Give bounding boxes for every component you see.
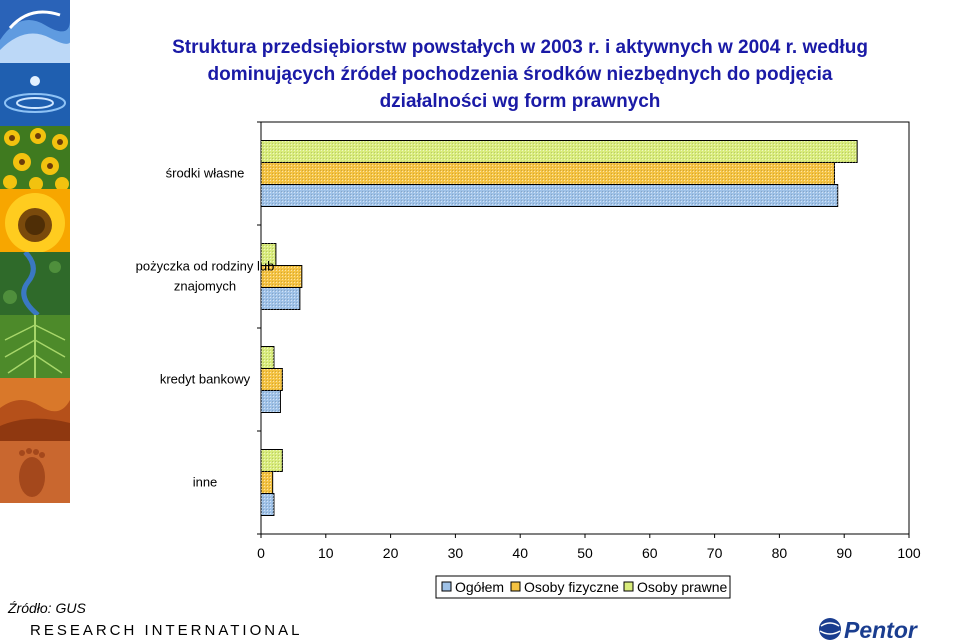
sunflower-image [0,189,70,252]
legend-label-fizyczne: Osoby fizyczne [524,579,619,595]
footprint-sand-image [0,441,70,503]
desert-dunes-image [0,378,70,441]
bar-texture-fizyczne-3 [261,471,273,494]
bar-texture-fizyczne-2 [261,368,283,391]
bar-texture-ogolem-0 [261,184,838,207]
river-aerial-image [0,252,70,315]
category-label-line: pożyczka od rodziny lub [136,259,275,274]
x-tick-label: 10 [318,545,334,561]
category-label: kredyt bankowy [160,372,251,387]
x-tick-label: 30 [448,545,464,561]
research-international-brand: RESEARCH INTERNATIONAL [30,622,303,639]
x-tick-label: 40 [512,545,528,561]
bar-texture-fizyczne-1 [261,265,302,288]
pentor-logo-text: Pentor [844,617,918,642]
bar-texture-prawne-2 [261,346,274,369]
decorative-photo-strip [0,0,70,503]
source-note: Źródło: GUS [8,600,86,616]
bar-texture-prawne-0 [261,140,858,163]
title-line: działalności wg form prawnych [379,91,661,112]
x-tick-label: 0 [257,545,265,561]
legend-swatch-prawne [623,581,634,592]
wave-image [0,0,70,63]
legend-swatch-fizyczne [510,581,521,592]
bar-texture-prawne-1 [261,243,276,266]
category-label: inne [193,475,218,490]
bar-texture-ogolem-1 [261,287,300,310]
x-tick-label: 100 [897,545,921,561]
x-tick-label: 70 [707,545,723,561]
title-line: dominujących źródeł pochodzenia środków … [207,64,833,85]
category-label-line: znajomych [174,279,236,294]
bar-texture-prawne-3 [261,449,283,472]
bar-texture-ogolem-2 [261,390,281,413]
legend-label-ogolem: Ogółem [455,579,504,595]
category-label-line: inne [193,475,218,490]
legend-swatch-ogolem [441,581,452,592]
pentor-logo: Pentor [819,617,918,642]
leaf-image [0,315,70,378]
legend [435,575,731,599]
x-tick-label: 50 [577,545,593,561]
water-drop-image [0,63,70,126]
category-label: pożyczka od rodziny lub znajomych [136,259,275,294]
chart-title: Struktura przedsiębiorstw powstałych w 2… [80,34,960,115]
bar-texture-ogolem-3 [261,493,274,516]
category-label: środki własne [166,166,245,181]
x-tick-label: 80 [772,545,788,561]
sunflower-field-image [0,126,70,189]
x-tick-label: 90 [836,545,852,561]
category-label-line: kredyt bankowy [160,372,251,387]
legend-label-prawne: Osoby prawne [637,579,727,595]
x-tick-label: 20 [383,545,399,561]
title-line: Struktura przedsiębiorstw powstałych w 2… [172,37,868,58]
globe-icon [819,618,841,640]
bar-texture-fizyczne-0 [261,162,835,185]
x-tick-label: 60 [642,545,658,561]
category-label-line: środki własne [166,166,245,181]
